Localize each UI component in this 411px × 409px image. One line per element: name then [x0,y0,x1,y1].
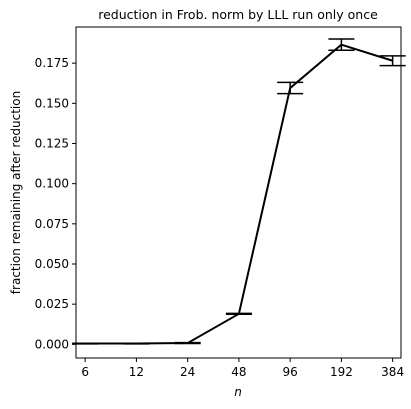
y-tick-label: 0.075 [35,217,69,231]
y-tick-label: 0.100 [35,177,69,191]
x-tick-label: 192 [330,365,353,379]
x-tick-label: 12 [129,365,144,379]
y-axis-label: fraction remaining after reduction [9,91,23,294]
y-tick-label: 0.050 [35,257,69,271]
series-line [85,43,393,345]
x-tick-label: 48 [231,365,246,379]
chart-title: reduction in Frob. norm by LLL run only … [98,7,378,22]
data-series [72,38,406,345]
y-tick-label: 0.150 [35,96,69,110]
x-tick-label: 384 [381,365,404,379]
y-tick-label: 0.175 [35,56,69,70]
x-tick-label: 96 [283,365,298,379]
y-tick-label: 0.000 [35,337,69,351]
x-tick-label: 24 [180,365,195,379]
plot-area [75,26,402,359]
x-axis: 6 12 24 48 96 192 384 [81,358,404,379]
y-tick-label: 0.125 [35,136,69,150]
y-axis: 0.000 0.025 0.050 0.075 0.100 0.125 0.150 0.175 [35,56,76,351]
x-axis-label: n [234,385,242,399]
x-tick-label: 6 [81,365,89,379]
y-tick-label: 0.025 [35,297,69,311]
